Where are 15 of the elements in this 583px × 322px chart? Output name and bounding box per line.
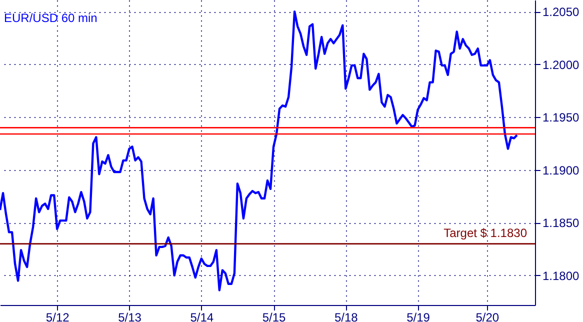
x-tick-label: 5/18 xyxy=(334,310,358,322)
y-tick-label: 1.1800 xyxy=(542,268,580,283)
x-tick-label: 5/12 xyxy=(46,310,70,322)
x-tick-label: 5/20 xyxy=(476,310,500,322)
x-tick-label: 5/13 xyxy=(118,310,142,322)
y-tick-label: 1.1850 xyxy=(542,216,580,230)
x-tick-label: 5/15 xyxy=(262,310,286,322)
text: EUR/USD 60 min xyxy=(4,11,98,25)
x-tick-label: 5/14 xyxy=(190,310,214,322)
ref-line-label: Target $ 1.1830 xyxy=(444,226,528,240)
y-tick-label: 1.1900 xyxy=(542,163,580,178)
y-tick-label: 1.1950 xyxy=(542,110,580,125)
y-tick-label: 1.2050 xyxy=(542,5,580,20)
y-tick-label: 1.2000 xyxy=(542,58,580,72)
x-tick-label: 5/19 xyxy=(406,310,430,322)
